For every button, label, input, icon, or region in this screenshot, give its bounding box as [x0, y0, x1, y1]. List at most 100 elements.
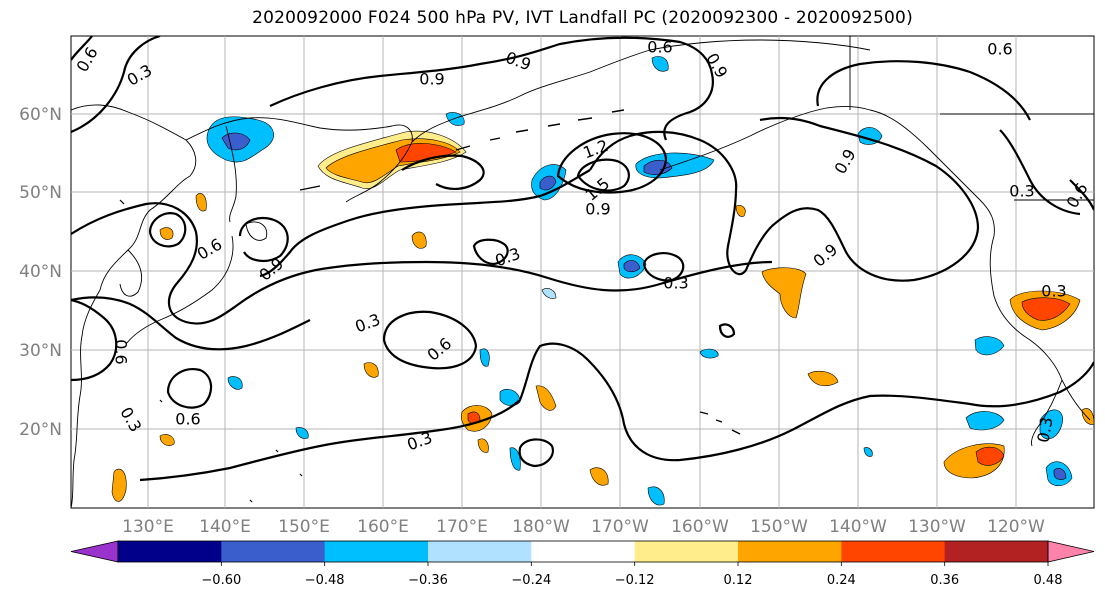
shade-blue-k [863, 447, 873, 457]
coast-hawaii [699, 411, 741, 435]
shade-red-okhotsk [395, 143, 457, 163]
lon-label: 170°E [436, 517, 488, 537]
contour-03-f [518, 438, 554, 468]
shade-orange-m [1081, 408, 1094, 425]
shade-orange-f [411, 231, 427, 249]
shade-blue-d [647, 486, 665, 506]
contour-06-north [71, 36, 93, 61]
coast-alaska-peninsula [659, 105, 871, 171]
shade-orange-g [195, 193, 207, 212]
lat-label: 50°N [19, 183, 62, 203]
contour-label: 0.6 [647, 38, 672, 57]
shade-orange-c [589, 467, 609, 486]
contour-label: 0.3 [1009, 182, 1034, 201]
coast-islands [119, 185, 321, 503]
shade-blue-i [295, 427, 309, 439]
lat-label: 40°N [19, 262, 62, 282]
contour-09-japan-west [71, 298, 118, 382]
shade-blue-g [445, 112, 465, 126]
shade-blue-mex-d [974, 336, 1005, 356]
lon-label: 140°W [829, 517, 887, 537]
colorbar-tick-label: −0.36 [408, 573, 448, 588]
colorbar-tick-label: 0.36 [930, 573, 959, 588]
contour-09-japan [238, 216, 289, 262]
shade-orange-k [477, 438, 489, 453]
coast-korea [119, 249, 142, 297]
lat-label: 30°N [19, 341, 62, 361]
shade-red-a [467, 411, 481, 425]
contour-label: 0.9 [419, 70, 444, 89]
contour-03-h [999, 129, 1081, 216]
coast-hokkaido [245, 221, 268, 241]
contour-09-east [816, 60, 1031, 121]
coast-japan [125, 235, 234, 345]
shade-blue-h [651, 56, 669, 72]
contour-09-goa [726, 116, 980, 282]
colorbar-segment [221, 541, 326, 562]
colorbar-segment [841, 541, 946, 562]
shade-orange-e [159, 227, 174, 240]
colorbar-tick-label: 0.12 [724, 573, 753, 588]
shade-blue-c [479, 348, 490, 367]
shade-orange-l [159, 434, 175, 446]
shade-blue-mex-a [965, 411, 1005, 431]
contour-06-b [382, 310, 478, 370]
contour-03-e [642, 252, 685, 282]
contour-06-japan-sea [71, 296, 311, 351]
colorbar-segment [428, 541, 532, 562]
lon-label: 120°W [987, 517, 1045, 537]
latitude-labels: 60°N 50°N 40°N 30°N 20°N [19, 105, 62, 440]
lon-label: 160°W [671, 517, 729, 537]
contour-09-okhotsk [401, 154, 485, 190]
shade-darkblue-mex-c [1053, 468, 1067, 480]
shade-darkblue-40n [623, 260, 641, 273]
colorbar-tick-label: 0.48 [1034, 573, 1063, 588]
contour-label: 0.3 [1033, 416, 1056, 444]
colorbar-segment [634, 541, 739, 562]
coast-kamchatka [345, 141, 413, 203]
shade-blue-a [499, 389, 521, 406]
coast-west-us [989, 235, 1091, 421]
contour-09-mid [259, 169, 591, 278]
colorbar-segment [118, 541, 222, 562]
colorbar-extend-high [1047, 540, 1095, 563]
lon-label: 150°E [278, 517, 330, 537]
shade-red-baja [975, 446, 1005, 466]
colorbar-tick-label: −0.60 [201, 573, 241, 588]
shade-orange-h [111, 468, 127, 502]
lat-label: 20°N [19, 420, 62, 440]
pv-contours [71, 36, 1094, 482]
shade-red-cal [1021, 297, 1071, 321]
contour-label: 0.6 [987, 40, 1012, 59]
pc-shading [111, 56, 1094, 506]
colorbar-extend-low [70, 540, 119, 563]
contour-label: 0.6 [112, 339, 131, 364]
colorbar-tick-label: −0.24 [511, 573, 551, 588]
coast-aleutians [455, 109, 625, 151]
coastlines [71, 36, 1094, 508]
colorbar-segment [531, 541, 636, 562]
longitude-labels: 130°E 140°E 150°E 160°E 170°E 180°W 170°W 160°W… [122, 517, 1045, 537]
contour-03-d [472, 238, 509, 266]
coast-alaska-north [649, 39, 871, 51]
shade-orange-d [807, 370, 839, 387]
colorbar-tick-label: −0.12 [615, 573, 655, 588]
contour-12 [556, 132, 668, 194]
shade-blue-f [227, 376, 243, 390]
colorbar-tick-labels: −0.60 −0.48 −0.36 −0.24 −0.12 0.12 0.24 0.36 0.4… [201, 562, 1063, 588]
shade-orange-i [363, 362, 379, 378]
coast-canada-border [940, 113, 1094, 201]
shade-orange-40n [761, 267, 807, 319]
contour-03-main [71, 202, 773, 325]
lon-label: 150°W [750, 517, 808, 537]
contour-label: 0.6 [175, 410, 200, 429]
shade-blue-mex-b [1039, 409, 1063, 440]
lon-label: 160°E [357, 517, 409, 537]
contour-label: 0.3 [1041, 282, 1066, 301]
colorbar-segment [738, 541, 842, 562]
contour-03-g [718, 323, 736, 338]
lon-label: 130°E [122, 517, 174, 537]
contour-03-north [71, 36, 161, 134]
coast-sakhalin [225, 125, 237, 223]
